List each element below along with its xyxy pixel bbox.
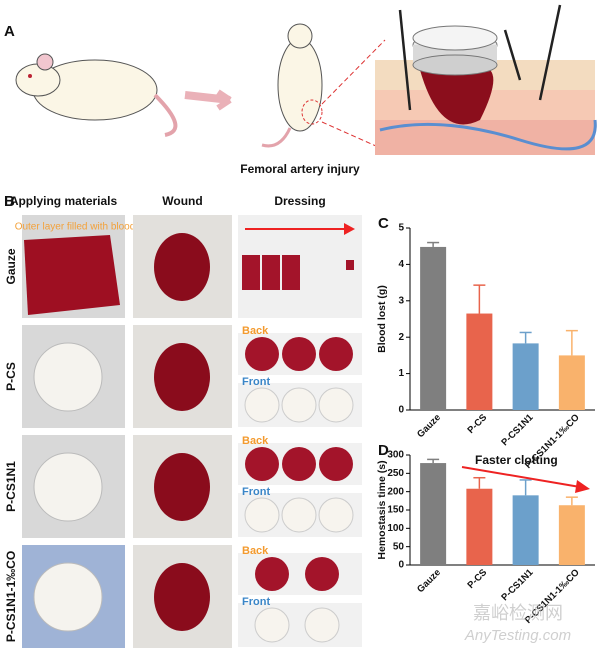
photo-wound bbox=[154, 233, 210, 301]
photo-dressing-back bbox=[245, 447, 279, 481]
x-tick-label: P-CS bbox=[465, 412, 489, 436]
photo-dressing-front bbox=[244, 497, 280, 533]
photo-dressing-front bbox=[244, 387, 280, 423]
photo-dressing-back bbox=[282, 337, 316, 371]
x-tick-label: Gauze bbox=[415, 412, 443, 440]
bar bbox=[558, 505, 585, 565]
photo-blood bbox=[346, 260, 354, 270]
photo-wound bbox=[154, 453, 210, 521]
bar bbox=[420, 463, 447, 565]
photo-disc bbox=[33, 452, 103, 522]
dressing-label: Front bbox=[242, 596, 270, 608]
dressing-label: Front bbox=[242, 486, 270, 498]
column-header: Applying materials bbox=[10, 194, 118, 208]
row-label: Gauze bbox=[4, 248, 18, 284]
annotation-arrow-head bbox=[575, 480, 590, 493]
y-tick-label: 5 bbox=[398, 223, 404, 234]
dressing-label: Back bbox=[242, 545, 269, 557]
photo-dressing-back bbox=[245, 337, 279, 371]
photo-dressing-back bbox=[319, 447, 353, 481]
bar bbox=[512, 343, 539, 410]
y-tick-label: 100 bbox=[387, 523, 404, 534]
photo-dressing-back bbox=[305, 557, 339, 591]
row-label: P-CS bbox=[4, 362, 18, 391]
photo-dressing-back bbox=[255, 557, 289, 591]
photo-dressing-back bbox=[319, 337, 353, 371]
y-tick-label: 200 bbox=[387, 486, 404, 497]
dressing-label: Front bbox=[242, 376, 270, 388]
panel-label: B bbox=[4, 193, 15, 210]
watermark: AnyTesting.com bbox=[464, 627, 571, 644]
y-tick-label: 1 bbox=[398, 368, 404, 379]
rat-illustration bbox=[15, 4, 597, 155]
photo-blood bbox=[282, 255, 300, 290]
dressing-label: Back bbox=[242, 325, 269, 337]
x-tick-label: P-CS1N1 bbox=[499, 567, 536, 604]
row-label: P-CS1N1 bbox=[4, 461, 18, 512]
annotation-arrow bbox=[461, 466, 581, 488]
photo-blood bbox=[24, 235, 120, 315]
photo-wound bbox=[154, 343, 210, 411]
y-tick-label: 250 bbox=[387, 468, 404, 479]
y-tick-label: 2 bbox=[398, 332, 404, 343]
arrow-head bbox=[344, 223, 355, 235]
photo-wound bbox=[154, 563, 210, 631]
photo-dressing-front bbox=[318, 387, 354, 423]
watermark: 嘉峪检测网 bbox=[473, 603, 563, 623]
y-tick-label: 4 bbox=[398, 259, 404, 270]
column-header: Wound bbox=[162, 194, 202, 208]
y-axis-label: Blood lost (g) bbox=[376, 285, 388, 353]
photo-blood bbox=[242, 255, 260, 290]
y-tick-label: 50 bbox=[393, 541, 405, 552]
photo-dressing-front bbox=[304, 607, 340, 643]
row-label: P-CS1N1-1‰CO bbox=[4, 551, 18, 642]
photo-dressing-front bbox=[281, 387, 317, 423]
bar bbox=[466, 313, 493, 410]
y-tick-label: 300 bbox=[387, 450, 404, 461]
photo-dressing-front bbox=[254, 607, 290, 643]
bar bbox=[420, 246, 447, 410]
photo-dressing-front bbox=[281, 497, 317, 533]
y-axis-label: Hemostasis time (s) bbox=[376, 460, 388, 559]
photo-note: Outer layer filled with blood bbox=[15, 222, 136, 233]
photo-blood bbox=[262, 255, 280, 290]
photo-dressing-front bbox=[318, 497, 354, 533]
dressing-label: Back bbox=[242, 435, 269, 447]
x-tick-label: P-CS bbox=[465, 567, 489, 591]
y-tick-label: 3 bbox=[398, 295, 404, 306]
photo-disc bbox=[33, 562, 103, 632]
column-header: Dressing bbox=[274, 194, 325, 208]
y-tick-label: 0 bbox=[398, 405, 404, 416]
panel-label: A bbox=[4, 23, 15, 40]
bar bbox=[466, 488, 493, 565]
bar bbox=[512, 495, 539, 565]
x-tick-label: P-CS1N1 bbox=[499, 412, 536, 449]
bar bbox=[558, 355, 585, 410]
y-tick-label: 150 bbox=[387, 505, 404, 516]
annotation: Faster clotting bbox=[475, 453, 558, 467]
photo-disc bbox=[33, 342, 103, 412]
x-tick-label: Gauze bbox=[415, 567, 443, 595]
panel-label: D bbox=[378, 442, 389, 459]
panel-label: C bbox=[378, 215, 389, 232]
caption: Femoral artery injury bbox=[240, 162, 360, 176]
photo-dressing-back bbox=[282, 447, 316, 481]
y-tick-label: 0 bbox=[398, 560, 404, 571]
